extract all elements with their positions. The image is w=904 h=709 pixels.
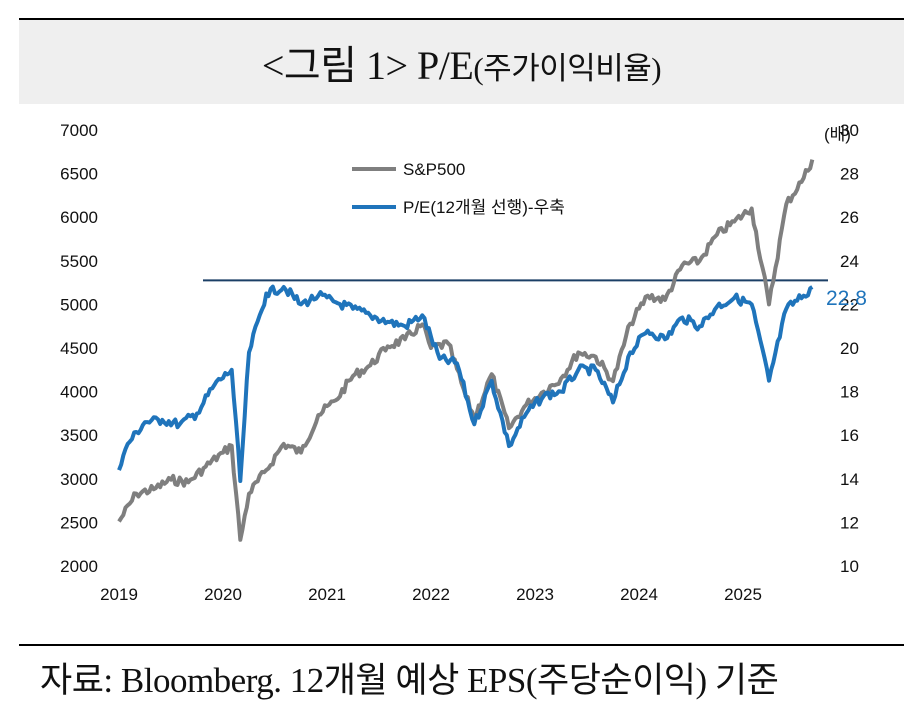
left-axis-tick: 5500: [60, 252, 98, 271]
left-axis-tick: 3000: [60, 470, 98, 489]
right-axis-tick: 22: [840, 295, 859, 314]
right-axis-tick: 28: [840, 165, 859, 184]
bottom-rule: [19, 644, 904, 646]
left-axis-tick: 7000: [60, 121, 98, 140]
chart-title-paren: (주가이익비율): [473, 51, 662, 86]
x-axis-tick: 2020: [204, 585, 242, 604]
axis-labels: 7000 6500 6000 5500 5000 4500 4000 3500 3000 2500…: [60, 121, 859, 604]
top-rule: [19, 18, 904, 20]
right-axis-tick: 12: [840, 513, 859, 532]
right-axis-tick: 10: [840, 557, 859, 576]
left-axis-tick: 5000: [60, 295, 98, 314]
left-axis-tick: 2000: [60, 557, 98, 576]
left-axis-tick: 4500: [60, 339, 98, 358]
title-band: <그림 1> P/E(주가이익비율): [19, 20, 904, 104]
right-axis-tick: 16: [840, 426, 859, 445]
chart-title: <그림 1> P/E(주가이익비율): [261, 33, 662, 91]
left-axis-tick: 4000: [60, 383, 98, 402]
x-axis-tick: 2025: [724, 585, 762, 604]
left-axis-tick: 2500: [60, 513, 98, 532]
source-note: 자료: Bloomberg. 12개월 예상 EPS(주당순이익) 기준: [40, 661, 779, 700]
legend-label-pe: P/E(12개월 선행)-우축: [403, 198, 565, 217]
left-axis-tick: 3500: [60, 426, 98, 445]
pe-series-line: [117, 284, 814, 483]
chart: 7000 6500 6000 5500 5000 4500 4000 3500 3000 2500…: [60, 121, 867, 604]
x-axis-tick: 2019: [100, 585, 138, 604]
right-axis-tick: 30: [840, 121, 859, 140]
left-axis-tick: 6500: [60, 165, 98, 184]
right-axis-tick: 18: [840, 383, 859, 402]
legend-label-sp500: S&P500: [403, 160, 465, 179]
right-axis-tick: 20: [840, 339, 859, 358]
legend: S&P500 P/E(12개월 선행)-우축: [352, 160, 565, 217]
chart-title-main: <그림 1> P/E: [261, 43, 474, 88]
x-axis-tick: 2022: [412, 585, 450, 604]
right-axis-tick: 24: [840, 252, 859, 271]
x-axis-tick: 2024: [620, 585, 658, 604]
right-axis-tick: 14: [840, 470, 859, 489]
right-axis-tick: 26: [840, 208, 859, 227]
x-axis-tick: 2023: [516, 585, 554, 604]
last-value-annotation: 22.8: [826, 287, 867, 310]
x-axis-tick: 2021: [308, 585, 346, 604]
left-axis-tick: 6000: [60, 208, 98, 227]
right-axis-unit: (배): [824, 125, 851, 144]
